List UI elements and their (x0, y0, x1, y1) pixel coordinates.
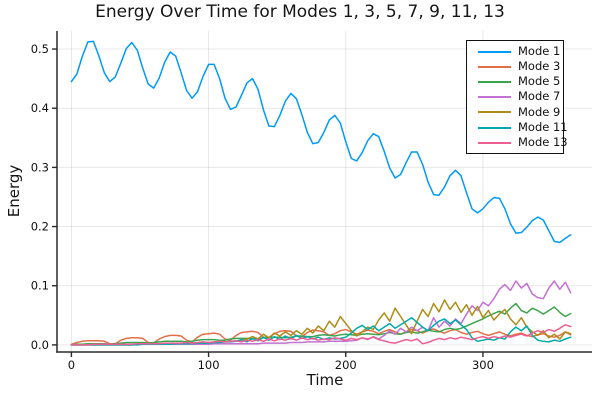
series-line-mode-1 (70, 40, 572, 244)
legend-label-mode-9: Mode 9 (518, 104, 561, 119)
legend-swatch-mode-5 (478, 80, 511, 83)
legend-label-mode-13: Mode 13 (518, 134, 568, 149)
x-tick-label: 0 (68, 358, 75, 372)
legend-swatch-mode-13 (478, 141, 511, 144)
legend-swatch-mode-1 (478, 50, 511, 53)
x-tick-label: 300 (472, 358, 494, 372)
legend-label-mode-11: Mode 11 (518, 119, 568, 134)
y-tick-label: 0.3 (31, 160, 49, 174)
y-tick-label: 0.0 (31, 338, 49, 352)
chart-title: Energy Over Time for Modes 1, 3, 5, 7, 9… (95, 2, 505, 22)
series-line-mode-13 (70, 324, 572, 346)
legend-swatch-mode-9 (478, 111, 511, 114)
y-tick-label: 0.4 (31, 101, 49, 115)
legend-label-mode-7: Mode 7 (518, 89, 561, 104)
legend-swatch-mode-3 (478, 65, 511, 68)
legend-item-mode-3: Mode 3 (467, 59, 563, 74)
legend-item-mode-9: Mode 9 (467, 105, 563, 120)
legend-item-mode-11: Mode 11 (467, 120, 568, 135)
legend-item-mode-13: Mode 13 (467, 135, 568, 150)
y-tick-label: 0.5 (31, 42, 49, 56)
legend-swatch-mode-7 (478, 96, 511, 99)
legend-label-mode-5: Mode 5 (518, 74, 561, 89)
x-tick-label: 100 (198, 358, 220, 372)
legend-swatch-mode-11 (478, 126, 511, 129)
series-line-mode-5 (70, 302, 572, 346)
legend-item-mode-7: Mode 7 (467, 90, 563, 105)
y-tick-label: 0.2 (31, 220, 49, 234)
x-axis-label: Time (306, 371, 344, 389)
x-tick-label: 200 (335, 358, 357, 372)
legend-item-mode-5: Mode 5 (467, 74, 563, 89)
legend-label-mode-1: Mode 1 (518, 43, 561, 58)
legend-label-mode-3: Mode 3 (518, 59, 561, 74)
legend-item-mode-1: Mode 1 (467, 44, 563, 59)
y-axis-label: Energy (5, 164, 23, 218)
y-tick-label: 0.1 (31, 279, 49, 293)
legend: Mode 1 Mode 3 Mode 5 Mode 7 Mode 9 Mode 11 Mod… (466, 40, 568, 155)
